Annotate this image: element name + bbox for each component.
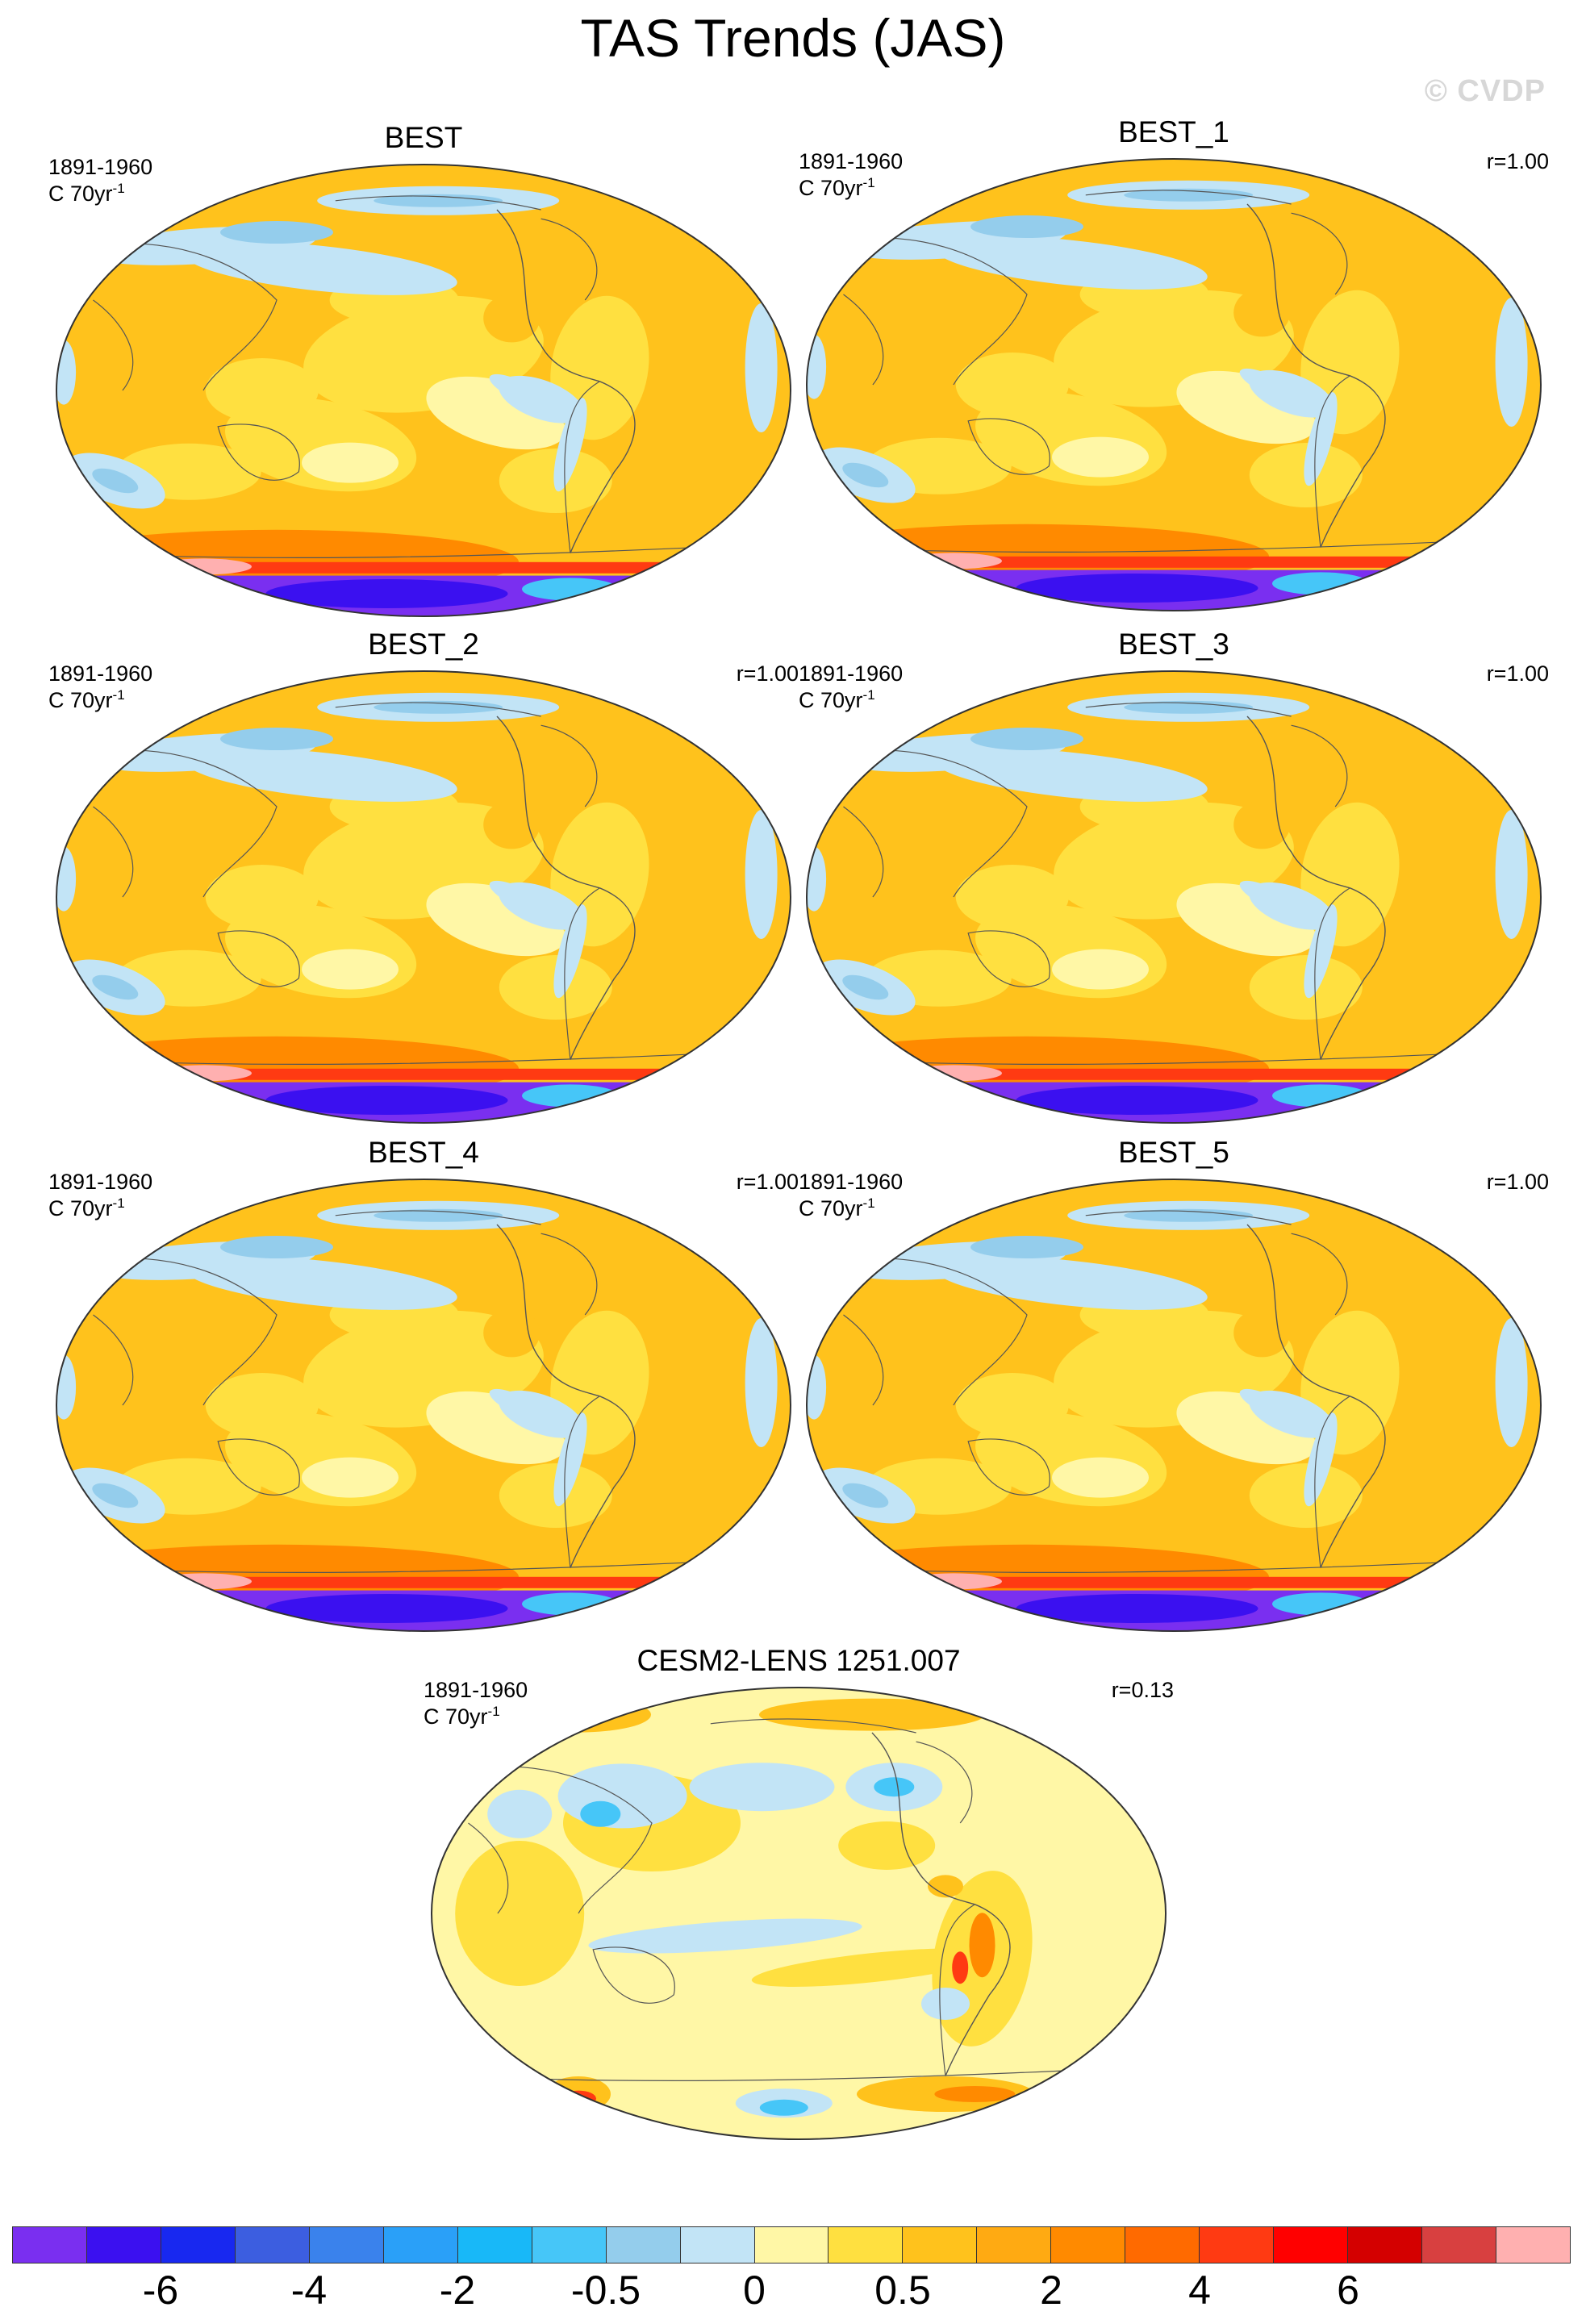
units-exponent: -1: [862, 175, 875, 190]
map-panel-best4: BEST_4 1891-1960 C 70yr-1 r=1.00: [48, 1137, 799, 1646]
colorbar-swatch: [1422, 2227, 1497, 2263]
units-base: C 70yr: [799, 176, 863, 200]
trend-map: [55, 670, 792, 1124]
colorbar-tick-label: -0.5: [570, 2268, 641, 2313]
colorbar-swatch: [457, 2227, 532, 2263]
colorbar-swatch: [1051, 2227, 1126, 2263]
colorbar-tick-label: 4: [1188, 2268, 1211, 2313]
units-base: C 70yr: [799, 688, 863, 712]
colorbar-swatch: [161, 2227, 236, 2263]
pattern-correlation: r=1.00: [1486, 149, 1549, 173]
units-label: C 70yr-1: [48, 1195, 125, 1221]
map-panel-best3: BEST_3 1891-1960 C 70yr-1 r=1.00: [799, 629, 1549, 1137]
units-base: C 70yr: [48, 688, 113, 712]
period-label: 1891-1960: [424, 1678, 528, 1702]
colorbar-tick-label: 0: [743, 2268, 766, 2313]
colorbar-swatch: [680, 2227, 755, 2263]
colorbar-tick-label: 6: [1337, 2268, 1359, 2313]
colorbar-swatch: [1125, 2227, 1200, 2263]
units-base: C 70yr: [799, 1196, 863, 1220]
map-panel-best2: BEST_2 1891-1960 C 70yr-1 r=1.00: [48, 629, 799, 1137]
colorbar-swatch: [754, 2227, 829, 2263]
units-label: C 70yr-1: [424, 1704, 500, 1729]
colorbar-swatch: [1348, 2227, 1423, 2263]
period-label: 1891-1960: [799, 149, 904, 173]
units-label: C 70yr-1: [48, 687, 125, 713]
trend-map: [805, 670, 1542, 1124]
period-label: 1891-1960: [48, 1170, 153, 1194]
colorbar-tick-label: 0.5: [874, 2268, 931, 2313]
units-base: C 70yr: [48, 181, 113, 206]
units-exponent: -1: [112, 1195, 125, 1211]
colorbar: [12, 2226, 1571, 2264]
trend-map: [55, 1179, 792, 1632]
panel-title: CESM2-LENS 1251.007: [636, 1644, 961, 1677]
colorbar-tick-label: 2: [1040, 2268, 1062, 2313]
watermark: © CVDP: [1424, 74, 1546, 108]
units-exponent: -1: [112, 687, 125, 703]
units-label: C 70yr-1: [48, 181, 125, 207]
main-title: TAS Trends (JAS): [580, 8, 1006, 68]
map-panel-cesm2: CESM2-LENS 1251.007 1891-1960 C 70yr-1 r=0.…: [424, 1646, 1174, 2154]
period-label: 1891-1960: [799, 1170, 904, 1194]
colorbar-swatch: [977, 2227, 1052, 2263]
pattern-correlation: r=1.00: [736, 661, 799, 686]
panel-title: BEST: [384, 121, 463, 154]
panel-title: BEST_5: [1118, 1136, 1229, 1169]
colorbar-swatch: [1200, 2227, 1275, 2263]
colorbar-swatch: [606, 2227, 681, 2263]
colorbar-swatch: [235, 2227, 310, 2263]
colorbar-swatch: [383, 2227, 458, 2263]
map-panel-best5: BEST_5 1891-1960 C 70yr-1 r=1.00: [799, 1137, 1549, 1646]
period-label: 1891-1960: [48, 661, 153, 686]
panel-title: BEST_4: [368, 1136, 479, 1169]
colorbar-swatch: [309, 2227, 384, 2263]
units-exponent: -1: [862, 687, 875, 703]
units-label: C 70yr-1: [799, 175, 875, 201]
colorbar-tick-label: -4: [290, 2268, 328, 2313]
trend-map: [55, 164, 792, 617]
units-base: C 70yr: [424, 1704, 488, 1729]
trend-map: [430, 1687, 1167, 2140]
panel-title: BEST_3: [1118, 628, 1229, 661]
colorbar-swatch: [828, 2227, 904, 2263]
panel-title: BEST_2: [368, 628, 479, 661]
trend-map: [805, 1179, 1542, 1632]
units-label: C 70yr-1: [799, 687, 875, 713]
units-exponent: -1: [487, 1704, 500, 1719]
colorbar-swatch: [86, 2227, 161, 2263]
units-exponent: -1: [862, 1195, 875, 1211]
colorbar-swatch: [1274, 2227, 1349, 2263]
colorbar-swatch: [532, 2227, 607, 2263]
colorbar-swatch: [13, 2227, 87, 2263]
colorbar-tick-label: -2: [439, 2268, 476, 2313]
map-panel-best1: BEST_1 1891-1960 C 70yr-1 r=1.00: [799, 117, 1549, 625]
period-label: 1891-1960: [799, 661, 904, 686]
colorbar-swatch: [1496, 2227, 1571, 2263]
pattern-correlation: r=1.00: [1486, 1170, 1549, 1194]
trend-map: [805, 158, 1542, 611]
units-exponent: -1: [112, 181, 125, 196]
panel-title: BEST_1: [1118, 115, 1229, 148]
units-base: C 70yr: [48, 1196, 113, 1220]
pattern-correlation: r=1.00: [1486, 661, 1549, 686]
units-label: C 70yr-1: [799, 1195, 875, 1221]
pattern-correlation: r=1.00: [736, 1170, 799, 1194]
map-panel-best: BEST 1891-1960 C 70yr-1: [48, 123, 799, 631]
pattern-correlation: r=0.13: [1111, 1678, 1174, 1702]
colorbar-tick-label: -6: [142, 2268, 179, 2313]
colorbar-swatch: [903, 2227, 978, 2263]
period-label: 1891-1960: [48, 155, 153, 179]
